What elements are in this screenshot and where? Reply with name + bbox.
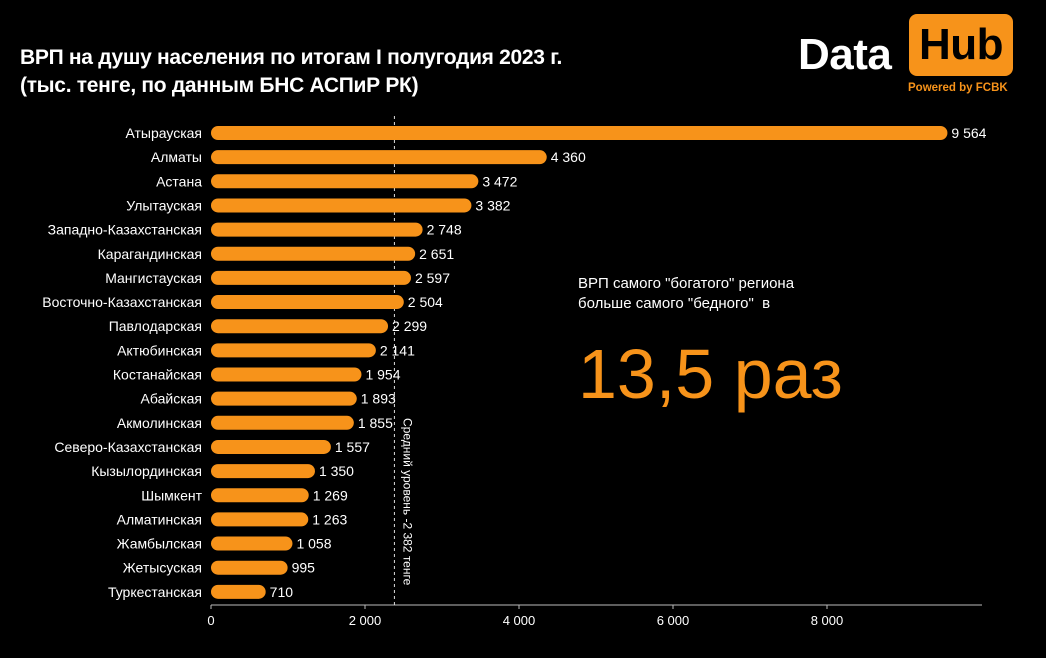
data-label: 1 557	[335, 439, 370, 455]
logo-tagline: Powered by FCBK	[908, 82, 1008, 94]
bar	[211, 415, 354, 430]
callout-big-value: 13,5 раз	[578, 335, 843, 413]
x-tick-label: 8 000	[811, 613, 844, 628]
data-label: 1 263	[312, 511, 347, 527]
bar	[211, 391, 357, 406]
category-label: Кызылординская	[91, 463, 202, 479]
bar	[211, 488, 309, 503]
data-label: 1 350	[319, 463, 354, 479]
callout-text: ВРП самого "богатого" региона больше сам…	[578, 275, 795, 312]
category-label: Улытауская	[126, 197, 202, 213]
category-label: Жамбылская	[117, 536, 202, 552]
bar	[211, 343, 376, 358]
bar	[211, 536, 293, 551]
data-label: 1 855	[358, 415, 393, 431]
category-label: Шымкент	[141, 487, 202, 503]
bar	[211, 367, 362, 382]
category-label: Абайская	[141, 391, 202, 407]
bar	[211, 319, 389, 334]
category-label: Костанайская	[113, 367, 202, 383]
chart-title: ВРП на душу населения по итогам I полуго…	[20, 44, 562, 100]
bar	[211, 439, 331, 454]
category-label: Атырауская	[125, 125, 202, 141]
bar	[211, 198, 472, 213]
bar	[211, 512, 309, 527]
category-label: Северо-Казахстанская	[54, 439, 202, 455]
x-tick-label: 2 000	[349, 613, 382, 628]
category-label: Актюбинская	[117, 342, 202, 358]
title-line-1: ВРП на душу населения по итогам I полуго…	[20, 46, 563, 69]
data-label: 2 597	[415, 270, 450, 286]
average-reference-label: Средний уровень -2 382 тенге	[400, 418, 414, 586]
x-tick-label: 6 000	[657, 613, 690, 628]
x-tick-label: 0	[207, 613, 214, 628]
category-label: Восточно-Казахстанская	[42, 294, 202, 310]
data-label: 9 564	[951, 125, 986, 141]
category-label: Алматы	[151, 149, 202, 165]
data-label: 1 893	[361, 391, 396, 407]
data-label: 2 748	[427, 222, 462, 238]
data-label: 2 141	[380, 342, 415, 358]
data-label: 710	[270, 584, 294, 600]
category-label: Астана	[156, 173, 202, 189]
bar	[211, 222, 423, 237]
logo-word-hub: Hub	[909, 14, 1013, 76]
category-label: Жетысуская	[123, 560, 202, 576]
bar	[211, 560, 288, 575]
data-label: 3 472	[482, 173, 517, 189]
bar	[211, 584, 266, 599]
data-label: 1 954	[365, 367, 400, 383]
logo-word-data: Data	[798, 30, 892, 79]
data-label: 2 651	[419, 246, 454, 262]
x-tick-label: 4 000	[503, 613, 536, 628]
category-label: Алматинская	[117, 511, 202, 527]
data-label: 2 504	[408, 294, 443, 310]
category-label: Карагандинская	[98, 246, 202, 262]
bar	[211, 174, 479, 189]
bar	[211, 464, 315, 479]
data-label: 1 058	[296, 536, 331, 552]
category-label: Акмолинская	[117, 415, 202, 431]
bar	[211, 246, 416, 261]
data-label: 2 299	[392, 318, 427, 334]
bar	[211, 295, 404, 310]
category-label: Западно-Казахстанская	[48, 222, 202, 238]
data-label: 4 360	[551, 149, 586, 165]
data-label: 995	[292, 560, 316, 576]
data-label: 3 382	[475, 197, 510, 213]
category-label: Мангистауская	[105, 270, 202, 286]
title-line-2: (тыс. тенге, по данным БНС АСПиР РК)	[20, 74, 419, 97]
datahub-logo: Data Hub Powered by FCBK	[798, 14, 1018, 104]
bar	[211, 270, 411, 285]
bar	[211, 150, 547, 165]
category-label: Павлодарская	[109, 318, 202, 334]
bar	[211, 126, 948, 140]
data-label: 1 269	[313, 487, 348, 503]
category-label: Туркестанская	[108, 584, 202, 600]
